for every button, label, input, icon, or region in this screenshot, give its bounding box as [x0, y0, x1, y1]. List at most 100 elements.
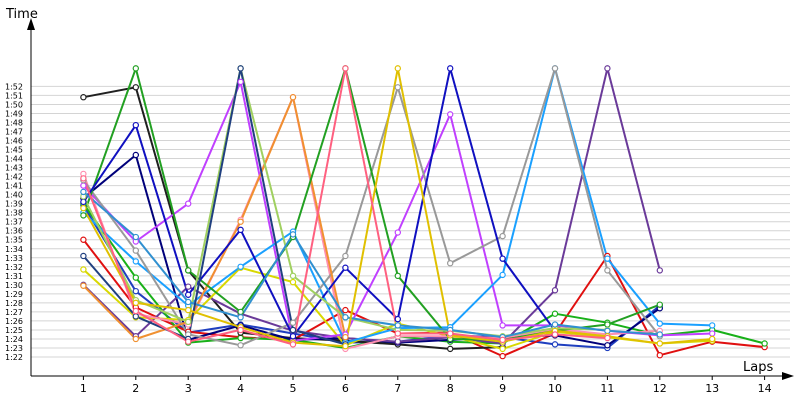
- series-11-point: [237, 342, 244, 349]
- series-18-point: [394, 65, 401, 72]
- series-9-point: [184, 200, 192, 207]
- series-16-point: [80, 188, 87, 196]
- series-12-point: [342, 333, 349, 341]
- series-11-point: [132, 247, 139, 254]
- series-9-point: [499, 322, 506, 329]
- series-10-point: [604, 255, 611, 262]
- x-tick-label: 11: [600, 382, 614, 395]
- y-tick-label: 1:44: [5, 155, 23, 164]
- y-tick-label: 1:29: [5, 290, 23, 299]
- series-13-point: [80, 212, 87, 219]
- series-19-point: [80, 175, 87, 182]
- series-18-point: [80, 204, 87, 212]
- y-tick-label: 1:42: [5, 173, 23, 182]
- series-2-point: [499, 352, 506, 360]
- y-tick-label: 1:26: [5, 317, 23, 326]
- series-7-point: [499, 345, 506, 353]
- series-16-point: [237, 314, 244, 321]
- x-tick-label: 3: [185, 382, 192, 395]
- y-tick-label: 1:31: [5, 272, 23, 281]
- series-4-point: [132, 84, 139, 91]
- y-tick-label: 1:25: [5, 326, 23, 335]
- series-12-point: [132, 335, 139, 343]
- series-9-point: [394, 229, 401, 236]
- y-tick-label: 1:27: [5, 308, 23, 317]
- series-19-point: [342, 65, 349, 72]
- y-tick-label: 1:37: [5, 218, 23, 227]
- y-tick-label: 1:22: [5, 353, 23, 362]
- series-18-point: [656, 340, 664, 347]
- y-tick-label: 1:32: [5, 263, 23, 272]
- series-19-point: [604, 334, 611, 342]
- series-6-point: [184, 283, 192, 290]
- series-14-point: [289, 333, 297, 340]
- series-16-point: [656, 331, 664, 338]
- series-6-point: [394, 338, 401, 345]
- y-tick-label: 1:28: [5, 299, 23, 308]
- x-tick-label: 13: [705, 382, 719, 395]
- series-14-point: [237, 226, 244, 234]
- series-5-point: [604, 342, 611, 349]
- x-axis-arrow: [782, 372, 794, 380]
- series-19-point: [237, 326, 244, 334]
- series-line-14: [82, 67, 556, 338]
- x-tick-label: 14: [758, 382, 772, 395]
- series-7-point: [289, 278, 297, 286]
- series-18-point: [184, 306, 192, 314]
- series-16-point: [394, 322, 401, 329]
- series-13-point: [184, 267, 192, 274]
- x-tick-label: 9: [499, 382, 506, 395]
- y-tick-label: 1:35: [5, 236, 23, 245]
- y-tick-label: 1:23: [5, 344, 23, 353]
- axes: [27, 18, 794, 380]
- series-10-point: [656, 320, 664, 327]
- x-tick-label: 10: [548, 382, 562, 395]
- y-tick-label: 1:41: [5, 182, 23, 191]
- y-tick-label: 1:43: [5, 164, 23, 173]
- series-14-point: [342, 264, 349, 271]
- series-19-point: [289, 341, 297, 348]
- y-tick-label: 1:40: [5, 191, 23, 200]
- series-11-point: [342, 252, 349, 260]
- y-tick-label: 1:33: [5, 254, 23, 263]
- series-line-6: [82, 67, 661, 345]
- series-19-point: [132, 307, 139, 315]
- series-14-point: [184, 291, 192, 298]
- series-19-point: [184, 338, 192, 345]
- x-tick-label: 12: [653, 382, 667, 395]
- series-16-point: [551, 321, 559, 328]
- y-tick-label: 1:45: [5, 146, 23, 155]
- series-4-point: [447, 345, 454, 353]
- x-tick-labels: 1 2 3 4 5 6 7 8 9 10 11 12 13 14: [80, 376, 772, 395]
- y-tick-label: 1:34: [5, 245, 23, 254]
- series-13-point: [394, 272, 401, 280]
- y-tick-label: 1:39: [5, 200, 23, 209]
- series-9-point: [237, 78, 244, 86]
- series-6-point: [551, 287, 559, 294]
- series-line-16: [82, 191, 660, 339]
- series-2-point: [342, 306, 349, 314]
- series-1-point: [132, 287, 139, 295]
- x-tick-label: 5: [290, 382, 297, 395]
- y-tick-label: 1:49: [5, 109, 23, 118]
- y-tick-labels: 1:221:231:241:251:261:271:281:291:301:31…: [5, 82, 23, 362]
- x-tick-label: 1: [80, 382, 87, 395]
- y-tick-label: 1:24: [5, 335, 23, 344]
- series-13-point: [132, 65, 139, 72]
- series-13-point: [237, 308, 244, 316]
- series-14-point: [499, 255, 506, 262]
- series-12-point: [289, 94, 297, 101]
- series-11-point: [394, 84, 401, 91]
- series-18-point: [342, 342, 349, 350]
- series-5-point: [132, 151, 139, 159]
- y-tick-label: 1:50: [5, 100, 23, 109]
- y-tick-label: 1:38: [5, 209, 23, 218]
- series-19-point: [499, 336, 506, 344]
- series-17-point: [289, 326, 297, 334]
- series-7-point: [80, 266, 87, 273]
- y-tick-label: 1:36: [5, 227, 23, 236]
- series-line-13: [82, 67, 661, 341]
- y-tick-label: 1:48: [5, 118, 23, 127]
- series-11-point: [551, 65, 559, 72]
- series-3-point: [761, 340, 768, 347]
